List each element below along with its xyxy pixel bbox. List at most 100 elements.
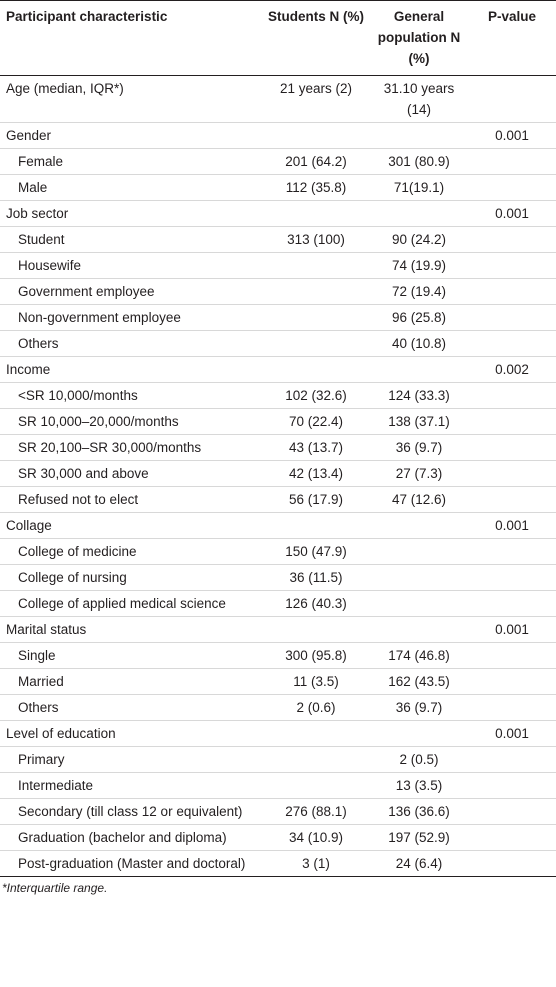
- table-cell: [370, 721, 468, 747]
- table-cell: [370, 201, 468, 227]
- table-cell: 126 (40.3): [285, 596, 347, 611]
- table-cell: [262, 305, 370, 331]
- table-cell: [262, 773, 370, 799]
- table-row: College of medicine 150 (47.9): [0, 539, 556, 565]
- table-row: Non-government employee 96 (25.8): [0, 305, 556, 331]
- table-cell: Level of education: [6, 726, 116, 741]
- table-row: Others 2 (0.6) 36 (9.7): [0, 695, 556, 721]
- table-cell: 0.001: [495, 206, 529, 221]
- table-cell: 96 (25.8): [391, 310, 447, 325]
- table-cell: SR 10,000–20,000/months: [18, 414, 179, 429]
- table-cell: SR 30,000 and above: [18, 466, 149, 481]
- table-row: Government employee 72 (19.4): [0, 279, 556, 305]
- table-cell: [370, 539, 468, 565]
- table-cell: Post-graduation (Master and doctoral): [18, 856, 246, 871]
- table-cell: College of applied medical science: [18, 596, 226, 611]
- table-cell: Female: [18, 154, 64, 169]
- table-cell: 2 (0.6): [296, 700, 336, 715]
- table-cell: 24 (6.4): [395, 856, 443, 871]
- table-cell: [262, 201, 370, 227]
- table-row: Marital status 0.001: [0, 617, 556, 643]
- table-cell: 102 (32.6): [285, 388, 347, 403]
- table-cell: Primary: [18, 752, 65, 767]
- table-cell: [468, 669, 556, 695]
- table-cell: 301 (80.9): [388, 154, 450, 169]
- table-cell: 21 years (2): [279, 81, 353, 96]
- table-cell: 40 (10.8): [391, 336, 447, 351]
- table-cell: [468, 747, 556, 773]
- table-cell: 162 (43.5): [388, 674, 450, 689]
- table-row: Single 300 (95.8) 174 (46.8): [0, 643, 556, 669]
- table-cell: 47 (12.6): [391, 492, 447, 507]
- table-cell: [468, 279, 556, 305]
- table-row: Secondary (till class 12 or equivalent) 2…: [0, 799, 556, 825]
- table-cell: 0.001: [495, 128, 529, 143]
- table-cell: [262, 279, 370, 305]
- table-cell: 124 (33.3): [388, 388, 450, 403]
- table-cell: 27 (7.3): [395, 466, 443, 481]
- table-cell: [468, 773, 556, 799]
- table-cell: 70 (22.4): [288, 414, 344, 429]
- table-row: Collage 0.001: [0, 513, 556, 539]
- table-cell: Married: [18, 674, 64, 689]
- table-cell: 3 (1): [302, 856, 330, 871]
- table-row: Job sector 0.001: [0, 201, 556, 227]
- table-cell: SR 20,100–SR 30,000/months: [18, 440, 202, 455]
- table-cell: [262, 513, 370, 539]
- table-cell: [262, 123, 370, 149]
- table-cell: 313 (100): [287, 232, 345, 247]
- table-cell: 13 (3.5): [395, 778, 443, 793]
- table-cell: College of nursing: [18, 570, 127, 585]
- table-cell: 34 (10.9): [288, 830, 344, 845]
- table-cell: [468, 149, 556, 175]
- table-header: Participant characteristic Students N (%)…: [0, 0, 556, 76]
- table-cell: [468, 383, 556, 409]
- table-cell: [468, 227, 556, 253]
- data-table: Participant characteristic Students N (%)…: [0, 0, 556, 877]
- table-cell: 201 (64.2): [285, 154, 347, 169]
- table-cell: 42 (13.4): [288, 466, 344, 481]
- table-row: Married 11 (3.5) 162 (43.5): [0, 669, 556, 695]
- footnote: *Interquartile range.: [2, 881, 108, 895]
- table-row: Primary 2 (0.5): [0, 747, 556, 773]
- table-cell: Gender: [6, 128, 52, 143]
- table-cell: [370, 357, 468, 383]
- table-row: Female 201 (64.2) 301 (80.9): [0, 149, 556, 175]
- table-cell: College of medicine: [18, 544, 137, 559]
- table-cell: Government employee: [18, 284, 155, 299]
- table-cell: [468, 175, 556, 201]
- table-cell: 150 (47.9): [285, 544, 347, 559]
- table-row: Post-graduation (Master and doctoral) 3 (…: [0, 851, 556, 877]
- table-cell: Others: [18, 336, 59, 351]
- table-cell: 74 (19.9): [391, 258, 447, 273]
- table-cell: 300 (95.8): [285, 648, 347, 663]
- table-row: Student 313 (100) 90 (24.2): [0, 227, 556, 253]
- table-cell: [370, 591, 468, 617]
- table-row: SR 10,000–20,000/months 70 (22.4) 138 (37.…: [0, 409, 556, 435]
- table-row: Graduation (bachelor and diploma) 34 (10.…: [0, 825, 556, 851]
- table-cell: Income: [6, 362, 51, 377]
- table-row: Others 40 (10.8): [0, 331, 556, 357]
- table-cell: 2 (0.5): [399, 752, 439, 767]
- table-cell: Graduation (bachelor and diploma): [18, 830, 227, 845]
- table-cell: [468, 825, 556, 851]
- table-cell: 56 (17.9): [288, 492, 344, 507]
- table-cell: 71(19.1): [393, 180, 445, 195]
- table-row: Housewife 74 (19.9): [0, 253, 556, 279]
- table-cell: [468, 565, 556, 591]
- table-cell: 72 (19.4): [391, 284, 447, 299]
- table-cell: 36 (9.7): [395, 700, 443, 715]
- table-cell: [468, 591, 556, 617]
- table-cell: [262, 331, 370, 357]
- table-row: College of nursing 36 (11.5): [0, 565, 556, 591]
- table-cell: [468, 409, 556, 435]
- table-cell: [468, 695, 556, 721]
- table-cell: [468, 253, 556, 279]
- table-cell: [468, 643, 556, 669]
- table-cell: [468, 461, 556, 487]
- table-cell: 90 (24.2): [391, 232, 447, 247]
- table-cell: 43 (13.7): [288, 440, 344, 455]
- table-row: Level of education 0.001: [0, 721, 556, 747]
- table-cell: Age (median, IQR*): [6, 81, 124, 96]
